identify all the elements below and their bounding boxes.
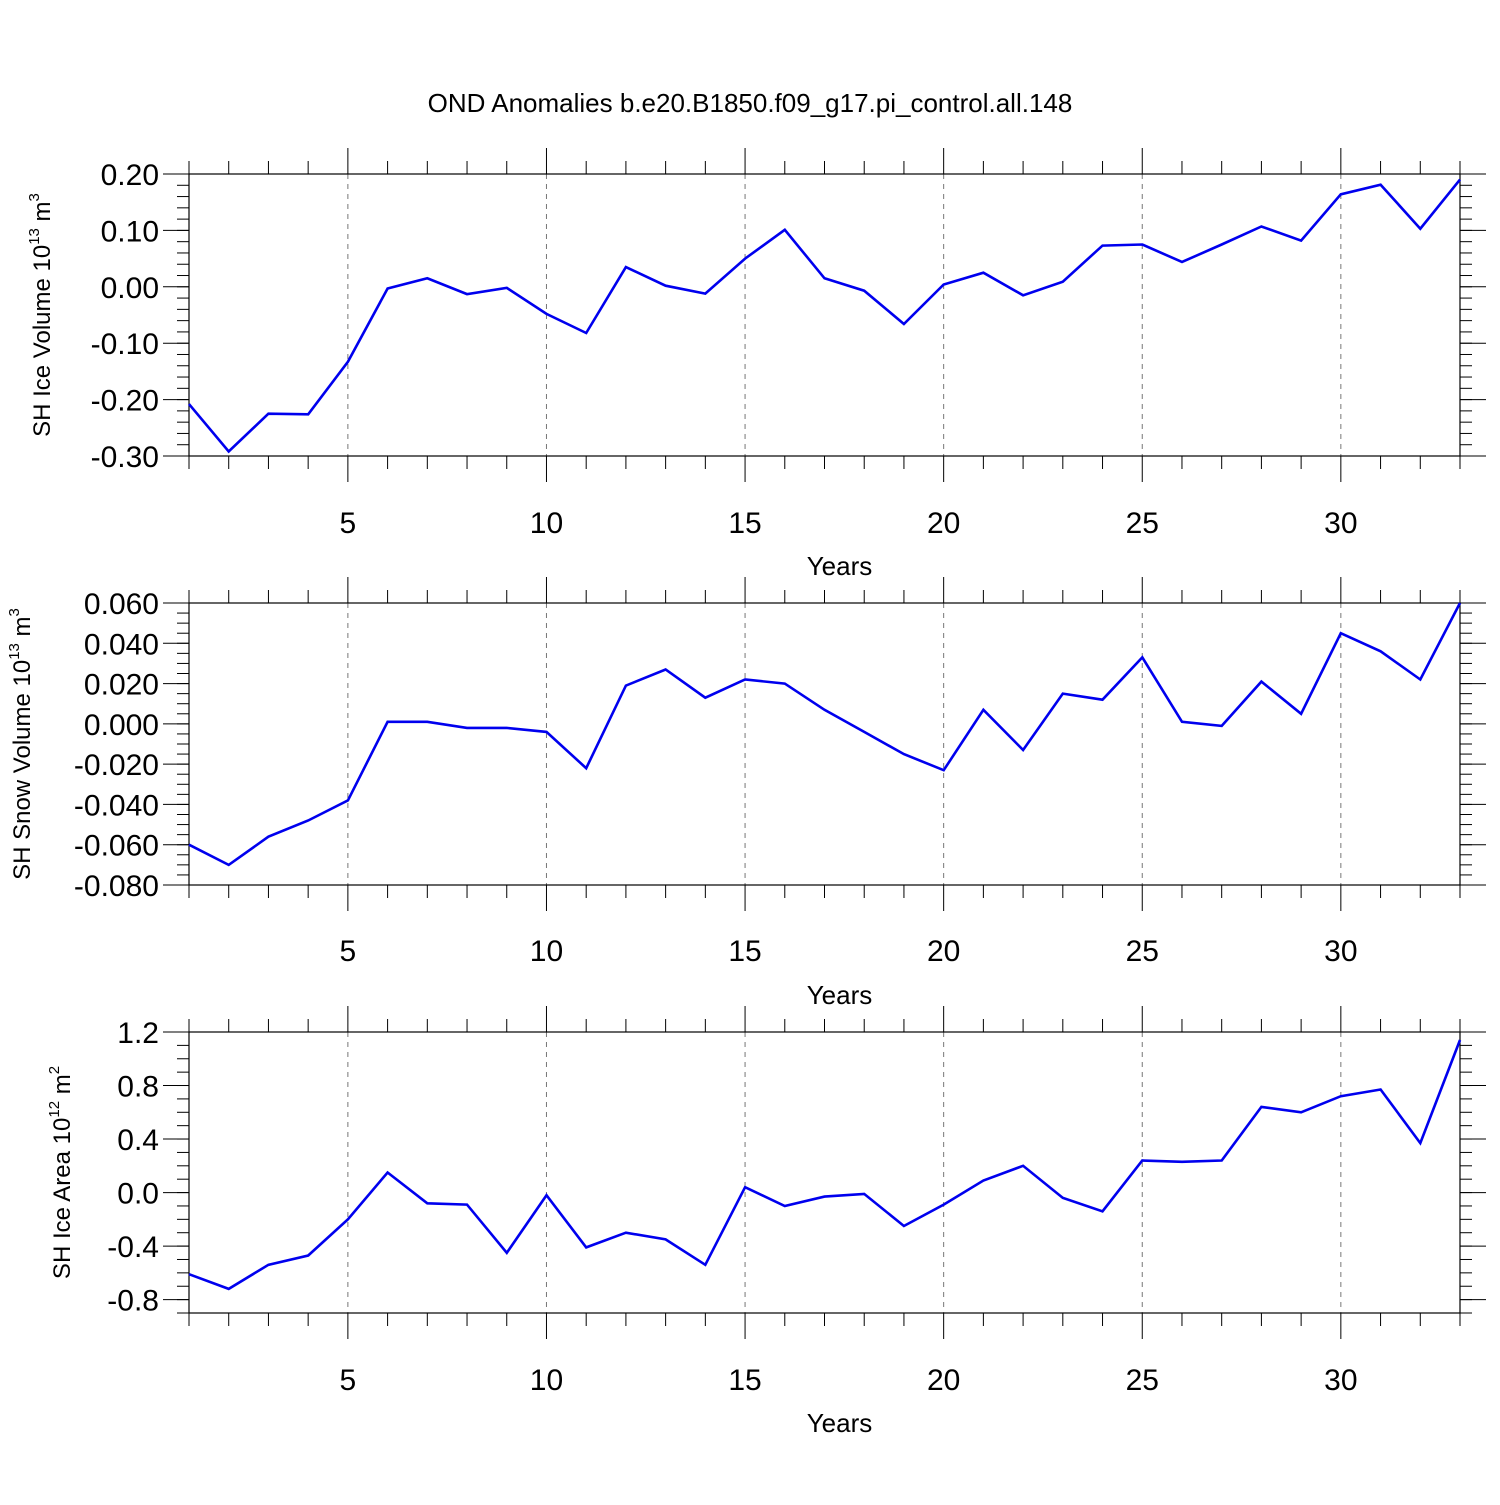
y-tick-label: 0.4 [117,1124,159,1157]
x-tick-label: 25 [1126,1364,1159,1397]
x-tick-label: 20 [927,507,960,540]
x-tick-label: 5 [340,935,357,968]
x-tick-label: 5 [340,507,357,540]
series-line [188,1039,1462,1291]
x-tick-label: 10 [530,935,563,968]
x-tick-label: 20 [927,935,960,968]
x-tick-label: 15 [728,935,761,968]
y-axis-label-superscript: 13 [26,228,43,245]
y-tick-label: -0.10 [91,328,159,361]
y-axis-label-text: m [49,1074,76,1101]
x-axis-label: Years [807,1408,873,1438]
x-tick-label: 30 [1324,1364,1357,1397]
y-axis-label: SH Ice Area 1012 m2 [46,1066,76,1279]
y-axis-label-superscript: 12 [46,1101,63,1118]
x-tick-label: 5 [340,1364,357,1397]
plot-frame [188,1031,1461,1314]
series-line [188,178,1462,454]
x-tick-label: 20 [927,1364,960,1397]
y-axis-label-superscript: 13 [6,643,23,660]
x-tick-label: 15 [728,507,761,540]
plot-frame [188,602,1461,886]
series-line [188,602,1462,867]
y-axis-label-text: SH Snow Volume 10 [9,660,36,880]
x-axis-label: Years [807,980,873,1010]
y-tick-label: -0.4 [107,1231,159,1264]
x-tick-label: 10 [530,1364,563,1397]
x-axis-label: Years [807,551,873,581]
x-tick-label: 30 [1324,935,1357,968]
y-tick-label: 0.8 [117,1071,159,1104]
y-tick-label: 0.060 [84,588,159,621]
y-axis-label-superscript: 3 [6,608,23,616]
y-tick-label: 0.20 [101,159,159,192]
y-axis-label-text: SH Ice Area 10 [49,1118,76,1279]
y-axis-label: SH Snow Volume 1013 m3 [6,608,36,880]
y-axis-label-superscript: 2 [46,1066,63,1074]
y-tick-label: -0.060 [74,830,159,863]
y-tick-label: -0.080 [74,870,159,903]
y-tick-label: -0.8 [107,1285,159,1318]
y-tick-label: -0.020 [74,749,159,782]
y-tick-label: 0.040 [84,628,159,661]
y-tick-label: -0.30 [91,441,159,474]
y-tick-label: 0.00 [101,272,159,305]
y-tick-label: -0.040 [74,789,159,822]
y-tick-label: 0.10 [101,215,159,248]
x-tick-label: 10 [530,507,563,540]
y-axis-label-text: SH Ice Volume 10 [29,245,56,437]
chart-title: OND Anomalies b.e20.B1850.f09_g17.pi_con… [428,88,1073,118]
x-tick-label: 25 [1126,935,1159,968]
panel-2: -0.080 -0.060 -0.040 -0.020 0.000 0.020 0.040 0… [6,577,1486,1010]
y-axis-label-text: m [29,201,56,228]
y-tick-label: 0.0 [117,1178,159,1211]
y-tick-label: 0.000 [84,709,159,742]
y-tick-label: 0.020 [84,669,159,702]
panel-3: -0.8 -0.4 0.0 0.4 0.8 1.2 5 10 15 20 25 30 Years SH I… [46,1006,1486,1438]
plot-frame [188,173,1461,457]
panel-1: -0.30 -0.20 -0.10 0.00 0.10 0.20 5 10 15 20 25 30 Ye… [26,148,1486,581]
y-axis-label-superscript: 3 [26,193,43,201]
y-tick-label: -0.20 [91,385,159,418]
y-axis-label-text: m [9,616,36,643]
x-tick-label: 15 [728,1364,761,1397]
y-axis-label: SH Ice Volume 1013 m3 [26,193,56,437]
y-tick-label: 1.2 [117,1017,159,1050]
x-tick-label: 30 [1324,507,1357,540]
x-tick-label: 25 [1126,507,1159,540]
